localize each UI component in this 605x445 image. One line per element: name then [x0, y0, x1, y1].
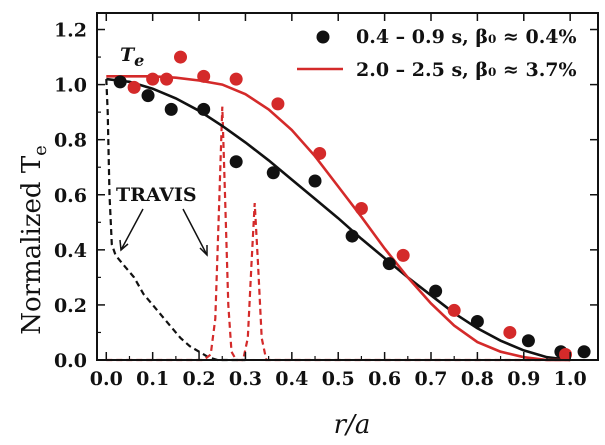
data-point-0: [382, 257, 396, 271]
x-tick-label: 0.2: [183, 368, 216, 390]
data-point-0: [577, 345, 591, 359]
data-point-1: [313, 146, 327, 160]
y-tick-label: 0.4: [54, 240, 87, 262]
data-point-1: [354, 202, 368, 216]
data-point-1: [229, 72, 243, 86]
data-point-0: [308, 174, 322, 188]
x-tick-label: 0.4: [275, 368, 308, 390]
data-point-0: [521, 334, 535, 348]
plot-frame: [96, 12, 599, 361]
data-point-0: [470, 314, 484, 328]
data-point-1: [447, 303, 461, 317]
data-point-0: [266, 166, 280, 180]
travis-profile-1: [106, 106, 571, 362]
y-tick-label: 0.0: [54, 350, 87, 372]
travis-arrows: [119, 208, 208, 257]
data-point-0: [229, 155, 243, 169]
x-tick-label: 0.8: [461, 368, 494, 390]
data-point-0: [141, 89, 155, 103]
axes-layer: [96, 12, 599, 361]
x-tick-label: 0.0: [90, 368, 123, 390]
data-point-0: [429, 284, 443, 298]
data-point-1: [271, 97, 285, 111]
legend-label-0: 0.4 – 0.9 s, β₀ ≈ 0.4%: [356, 26, 577, 48]
y-tick-label: 1.2: [54, 20, 87, 42]
x-tick-label: 1.0: [554, 368, 587, 390]
y-tick-label: 0.2: [54, 295, 87, 317]
points-layer: [113, 50, 591, 361]
x-tick-label: 0.9: [507, 368, 540, 390]
legend-marker-black: [316, 30, 330, 44]
y-tick-label: 0.6: [54, 185, 87, 207]
x-tick-label: 0.1: [136, 368, 169, 390]
data-point-1: [174, 50, 187, 64]
data-point-1: [146, 72, 160, 86]
data-point-1: [197, 69, 211, 83]
data-point-1: [127, 80, 141, 94]
data-point-1: [503, 325, 517, 339]
y-axis-label: Normalized Te: [17, 145, 51, 335]
travis-profile-0: [105, 79, 246, 362]
x-axis-label: r/a: [334, 410, 371, 440]
x-tick-label: 0.5: [322, 368, 355, 390]
fit-line-1: [106, 75, 571, 362]
y-tick-label: 1.0: [54, 75, 87, 97]
data-point-0: [164, 102, 178, 116]
travis-label: TRAVIS: [116, 184, 197, 206]
fit-line-0: [106, 77, 571, 362]
te-label: Te: [120, 44, 144, 70]
data-point-1: [160, 72, 174, 86]
data-point-1: [559, 347, 573, 361]
data-point-0: [345, 229, 359, 243]
x-tick-label: 0.3: [229, 368, 262, 390]
legend: 0.4 – 0.9 s, β₀ ≈ 0.4% 2.0 – 2.5 s, β₀ ≈…: [297, 26, 577, 81]
x-tick-label: 0.6: [368, 368, 401, 390]
legend-label-1: 2.0 – 2.5 s, β₀ ≈ 3.7%: [356, 59, 577, 81]
x-tick-label: 0.7: [414, 368, 447, 390]
data-point-0: [197, 102, 211, 116]
y-tick-label: 0.8: [54, 130, 87, 152]
data-point-1: [396, 248, 410, 262]
labels-layer: 0.0 0.1 0.2 0.3 0.4 0.5 0.6 0.7 0.8 0.9 1.0 0.0 0.2 0…: [54, 20, 587, 390]
data-point-0: [113, 75, 127, 89]
curves-layer: [105, 75, 571, 362]
